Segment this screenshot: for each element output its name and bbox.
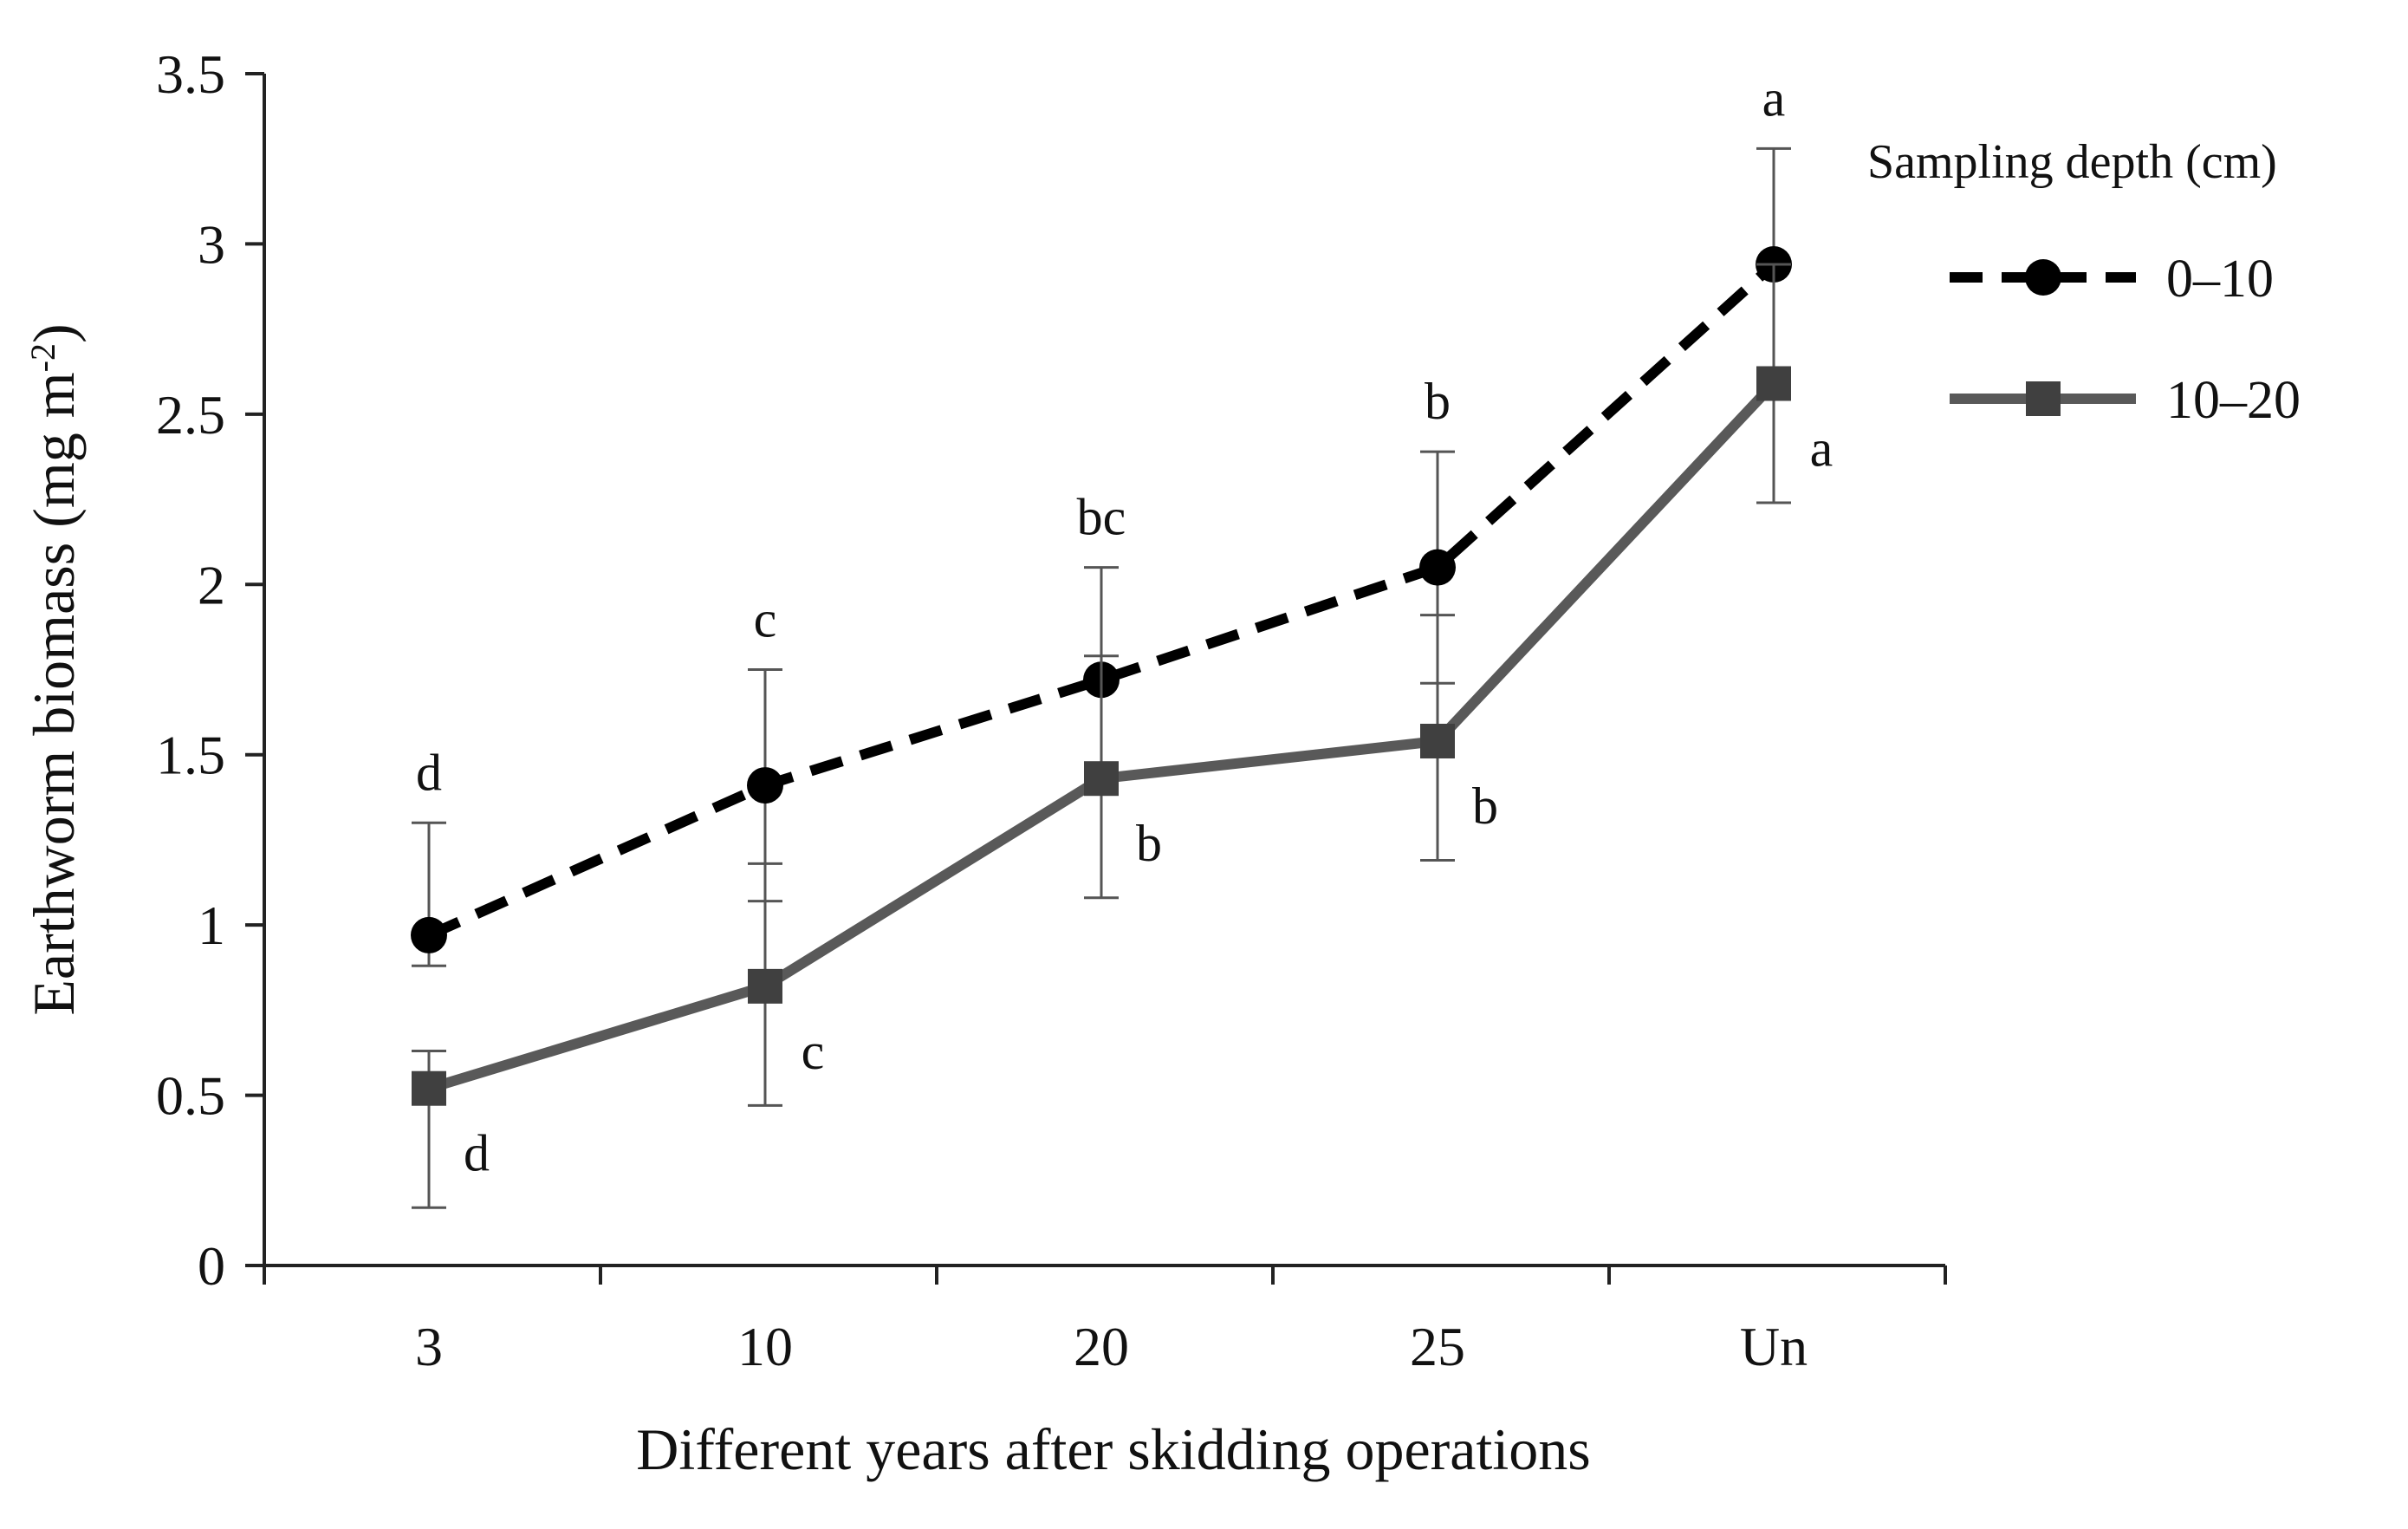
data-point: [747, 767, 783, 804]
sig-label-10-20: b: [1472, 778, 1498, 835]
legend-label-0-10: 0–10: [2166, 250, 2274, 309]
x-tick-label: Un: [1740, 1316, 1808, 1377]
y-tick-label: 2.5: [156, 384, 225, 446]
data-point: [1419, 549, 1456, 586]
series: [411, 146, 1792, 1209]
sig-label-10-20: b: [1136, 815, 1162, 872]
y-axis-title-sup: -2: [23, 343, 62, 372]
sig-label-10-20: a: [1810, 420, 1834, 478]
y-axis-title: Earthworm biomass (mg m-2): [21, 323, 87, 1015]
data-point: [412, 1070, 446, 1106]
data-point: [1420, 724, 1455, 758]
legend: Sampling depth (cm) 0–10 10–20: [1867, 135, 2301, 430]
data-point: [748, 968, 782, 1004]
y-tick-label: 3: [198, 213, 225, 275]
x-tick-label: 10: [737, 1316, 793, 1377]
y-tick-label: 1: [198, 895, 225, 956]
data-point: [1084, 761, 1119, 797]
sig-label-0-10: a: [1762, 69, 1786, 127]
x-tick-label: 20: [1074, 1316, 1129, 1377]
x-axis-title: Different years after skidding operation…: [636, 1416, 1590, 1482]
legend-title: Sampling depth (cm): [1867, 135, 2277, 189]
y-tick-label: 2: [198, 554, 225, 615]
sig-label-0-10: b: [1425, 373, 1451, 430]
y-tick-label: 3.5: [156, 43, 225, 105]
legend-marker-0-10: [2025, 259, 2061, 296]
y-axis-title-close: ): [21, 323, 87, 343]
y-tick-label: 0: [198, 1235, 225, 1297]
data-point: [411, 916, 447, 953]
sig-label-10-20: c: [802, 1023, 825, 1080]
x-tick-label: 3: [415, 1316, 443, 1377]
ticks: 0 0.5 1 1.5 2 2.5 3 3.5 3 10 20 25 Un: [156, 43, 1947, 1377]
axes: [263, 74, 1945, 1267]
y-tick-label: 0.5: [156, 1065, 225, 1127]
sig-label-0-10: d: [416, 744, 442, 801]
legend-marker-10-20: [2026, 381, 2061, 416]
y-tick-label: 1.5: [156, 725, 225, 786]
sig-label-0-10: bc: [1077, 489, 1126, 546]
x-tick-label: 25: [1410, 1316, 1465, 1377]
series-10-20: [412, 263, 1791, 1209]
series-line: [426, 260, 1778, 940]
data-point: [1756, 366, 1791, 401]
sig-label-10-20: d: [464, 1125, 490, 1182]
significance-labels: d c bc b a d c b b a: [416, 69, 1833, 1181]
y-axis-title-main: Earthworm biomass (mg m: [21, 372, 87, 1015]
legend-label-10-20: 10–20: [2166, 371, 2301, 430]
sig-label-0-10: c: [754, 591, 777, 648]
